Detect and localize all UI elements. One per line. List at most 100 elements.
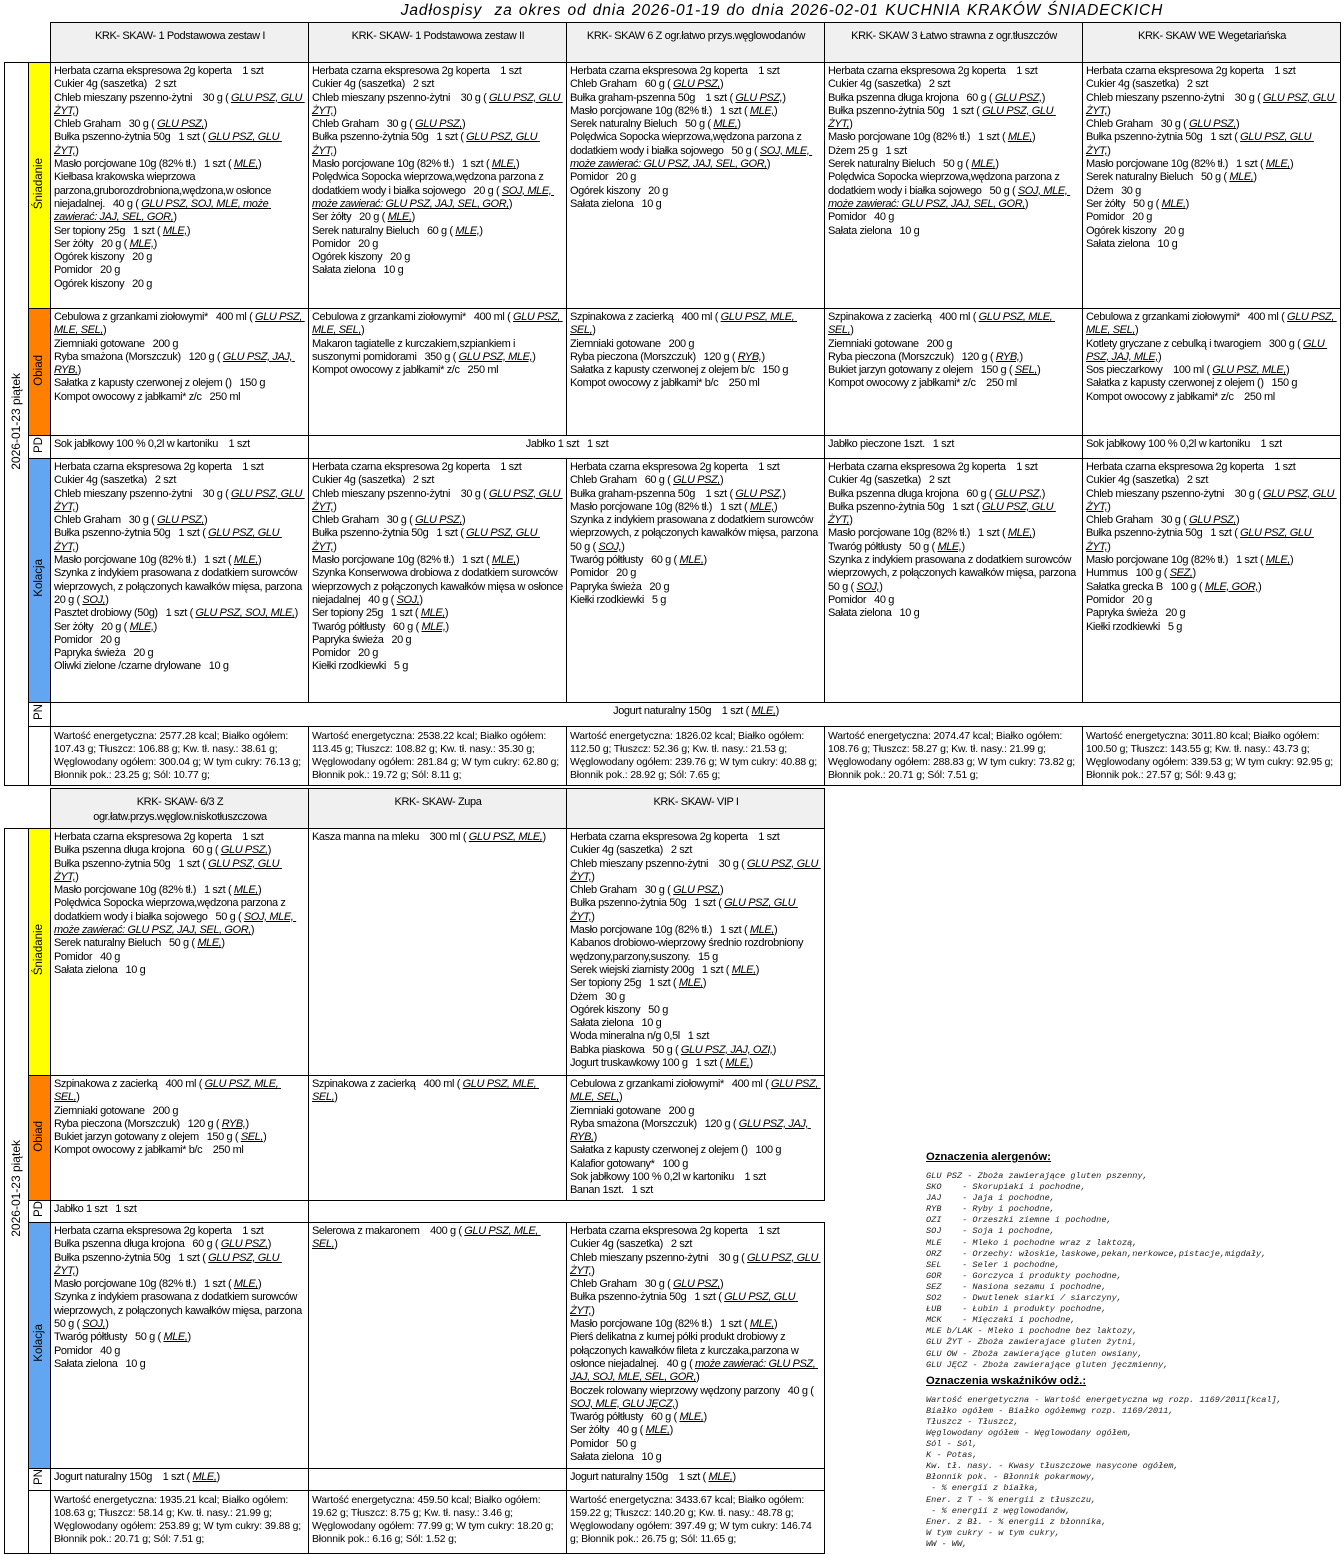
legend-entry: Ener. z T - % energii z tłuszczu, xyxy=(926,1494,1097,1505)
item-text: Chleb Graham 30 g xyxy=(570,884,668,897)
menu-item: Masło porcjowane 10g (82% tł.) 1 szt MLE… xyxy=(570,105,822,118)
meal-label-sniadanie: Śniadanie xyxy=(28,62,51,309)
pn-cell xyxy=(308,1468,567,1491)
menu-item: Sok jabłkowy 100 % 0,2l w kartoniku 1 sz… xyxy=(570,1171,822,1184)
menu-item: Polędwica Sopocka wieprzowa,wędzona parz… xyxy=(570,131,822,171)
allergen-codes: GLU PSZ, xyxy=(735,91,783,104)
menu-item: Banan 1szt. 1 szt xyxy=(570,1184,822,1197)
allergen-codes: GLU PSZ, MLE, SEL, xyxy=(312,1078,539,1104)
allergen-codes: MLE, xyxy=(937,540,962,553)
menu-item: Herbata czarna ekspresowa 2g koperta 1 s… xyxy=(570,461,822,474)
menu-item: Masło porcjowane 10g (82% tł.) 1 szt MLE… xyxy=(54,884,306,897)
menu-item: Papryka świeża 20 g xyxy=(54,647,306,660)
item-text: Chleb mieszany pszenno-żytni 30 g xyxy=(312,91,484,104)
allergen-list: RYB, xyxy=(216,1118,249,1130)
diet-column-header: KRK- SKAW- 1 Podstawowa zestaw II xyxy=(308,22,567,63)
allergen-codes: MLE, xyxy=(749,500,774,513)
menu-item: Bułka pszenno-żytnia 50g 1 szt GLU PSZ, … xyxy=(828,501,1080,528)
legend-entry: RYB - Ryby i pochodne, xyxy=(926,1204,1055,1215)
item-text: Masło porcjowane 10g (82% tł.) 1 szt xyxy=(1086,158,1260,171)
item-text: Sałata zielona 10 g xyxy=(570,1017,662,1030)
menu-item: Hummus 100 g SEZ, xyxy=(1086,567,1338,580)
menu-item: Chleb Graham 30 g GLU PSZ, xyxy=(1086,514,1338,527)
menu-item: Twaróg półtłusty 60 g MLE, xyxy=(570,1411,822,1424)
menu-item: Oliwki zielone /czarne drylowane 10 g xyxy=(54,660,306,673)
menu-item: Serek naturalny Bieluch 60 g MLE, xyxy=(312,225,564,238)
item-text: Ziemniaki gotowane 200 g xyxy=(570,1104,695,1117)
menu-item: Bułka pszenna długa krojona 60 g GLU PSZ… xyxy=(54,1238,306,1251)
item-text: Bułka pszenno-żytnia 50g 1 szt xyxy=(570,1291,719,1304)
allergen-list: GLU PSZ, xyxy=(215,1238,271,1250)
allergen-codes: SOJ, MLE, może zawierać: GLU PSZ, JAJ, S… xyxy=(312,184,555,210)
menu-item: Ryba pieczona (Morszczuk) 120 g RYB, xyxy=(54,1118,306,1131)
item-text: Ser żółty 50 g xyxy=(1086,197,1156,210)
allergen-codes: GLU PSZ, GLU ŻYT, xyxy=(54,857,282,883)
allergen-codes: GLU PSZ, GLU ŻYT, xyxy=(312,487,563,513)
meal-label-text: Kolacja xyxy=(32,1324,45,1363)
menu-item: Chleb mieszany pszenno-żytni 30 g GLU PS… xyxy=(312,92,564,119)
legend-entry: SO2 - Dwutlenek siarki / siarczyny, xyxy=(926,1293,1122,1304)
menu-item: Chleb Graham 30 g GLU PSZ, xyxy=(312,514,564,527)
item-text: Dżem 30 g xyxy=(1086,184,1141,197)
item-text: Pomidor 40 g xyxy=(828,211,894,224)
menu-item: Sałatka z kapusty czerwonej z olejem b/c… xyxy=(570,364,822,377)
menu-item: Ziemniaki gotowane 200 g xyxy=(54,1105,306,1118)
diet-name: KRK- SKAW- 6/3 Z xyxy=(136,796,224,808)
menu-item: Ogórek kiszony 20 g xyxy=(54,278,306,291)
item-text: Herbata czarna ekspresowa 2g koperta 1 s… xyxy=(570,831,780,843)
item-text: Herbata czarna ekspresowa 2g koperta 1 s… xyxy=(54,1225,264,1237)
allergen-codes: GLU PSZ, GLU ŻYT, xyxy=(1086,487,1337,513)
item-text: Sałatka z kapusty czerwonej z olejem () … xyxy=(1086,377,1298,390)
sniadanie-cell: Herbata czarna ekspresowa 2g koperta 1 s… xyxy=(308,62,567,309)
allergen-list: MLE, xyxy=(673,977,706,989)
legend-entry: Błonnik pok. - Błonnik pokarmowy, xyxy=(926,1472,1097,1483)
page-title: Jadłospisy za okres od dnia 2026-01-19 d… xyxy=(400,2,1164,19)
allergen-list: MLE, xyxy=(674,1411,707,1423)
menu-item: Kabanos drobiowo-wieprzowy średnio rozdr… xyxy=(570,937,822,964)
allergen-codes: GLU PSZ, GLU ŻYT, xyxy=(570,1251,821,1277)
diet-column-header: KRK- SKAW- VIP I xyxy=(566,788,825,829)
legend-entry: GLU JĘCZ - Zboża zawierające gluten jęcz… xyxy=(926,1359,1169,1370)
item-text: Polędwica Sopocka wieprzowa,wędzona parz… xyxy=(828,171,1063,197)
menu-item: Ogórek kiszony 20 g xyxy=(54,251,306,264)
sniadanie-cell: Herbata czarna ekspresowa 2g koperta 1 s… xyxy=(50,828,309,1076)
menu-item: Szpinakowa z zacierką 400 ml GLU PSZ, ML… xyxy=(54,1078,306,1105)
allergen-codes: GLU PSZ, SOJ, MLE, xyxy=(195,607,295,620)
allergen-codes: MLE, xyxy=(731,963,756,976)
menu-item: Cukier 4g (saszetka) 2 szt xyxy=(54,474,306,487)
pn-cell: Jogurt naturalny 150g 1 szt MLE, xyxy=(50,702,1341,727)
legend-entry: Węglowodany ogółem - Węglowodany ogółem, xyxy=(926,1427,1133,1438)
menu-item: Polędwica Sopocka wieprzowa,wędzona parz… xyxy=(828,171,1080,211)
menu-item: Masło porcjowane 10g (82% tł.) 1 szt MLE… xyxy=(570,1318,822,1331)
item-text: Kotlety gryczane z cebulką i twarogiem 3… xyxy=(1086,337,1298,350)
pd-cell: Sok jabłkowy 100 % 0,2l w kartoniku 1 sz… xyxy=(50,435,309,459)
item-text: Sałatka z kapusty czerwonej z olejem b/c… xyxy=(570,364,789,377)
item-text: Herbata czarna ekspresowa 2g koperta 1 s… xyxy=(570,461,780,473)
diet-subname: ogr.łatw.przys.węglow.niskotłuszczowa xyxy=(93,811,267,823)
menu-item: Serek naturalny Bieluch 50 g MLE, xyxy=(570,118,822,131)
item-text: Serek naturalny Bieluch 60 g xyxy=(312,224,450,237)
menu-item: Szpinakowa z zacierką 400 ml GLU PSZ, ML… xyxy=(312,1078,564,1105)
allergen-list: MLE, xyxy=(744,1318,777,1330)
allergen-codes: GLU PSZ, xyxy=(1189,118,1237,131)
menu-item: Bukiet jarzyn gotowany z olejem 150 g SE… xyxy=(828,364,1080,377)
item-text: Jogurt naturalny 150g 1 szt xyxy=(570,1471,703,1483)
allergen-codes: MLE, xyxy=(679,1411,704,1424)
allergen-codes: SOJ, xyxy=(598,540,622,553)
menu-item: Kiełbasa krakowska wieprzowa parzona,gru… xyxy=(54,171,306,224)
menu-item: Pomidor 20 g xyxy=(570,567,822,580)
menu-item: Herbata czarna ekspresowa 2g koperta 1 s… xyxy=(312,461,564,474)
menu-item: Twaróg półtłusty 50 g MLE, xyxy=(828,541,1080,554)
item-text: Sałata zielona 10 g xyxy=(570,197,662,210)
allergen-codes: GLU PSZ, xyxy=(220,844,268,857)
allergen-codes: MLE, xyxy=(679,554,704,567)
menu-item: Cukier 4g (saszetka) 2 szt xyxy=(570,844,822,857)
menu-item: Cukier 4g (saszetka) 2 szt xyxy=(1086,78,1338,91)
allergen-codes: MLE, xyxy=(749,1318,774,1331)
allergen-list: MLE, xyxy=(744,105,777,117)
item-text: Pomidor 20 g xyxy=(54,264,120,277)
item-text: Herbata czarna ekspresowa 2g koperta 1 s… xyxy=(54,65,264,77)
allergen-codes: SOJ, xyxy=(82,1318,106,1331)
item-text: Herbata czarna ekspresowa 2g koperta 1 s… xyxy=(312,461,522,473)
meal-label-obiad: Obiad xyxy=(28,1075,51,1201)
